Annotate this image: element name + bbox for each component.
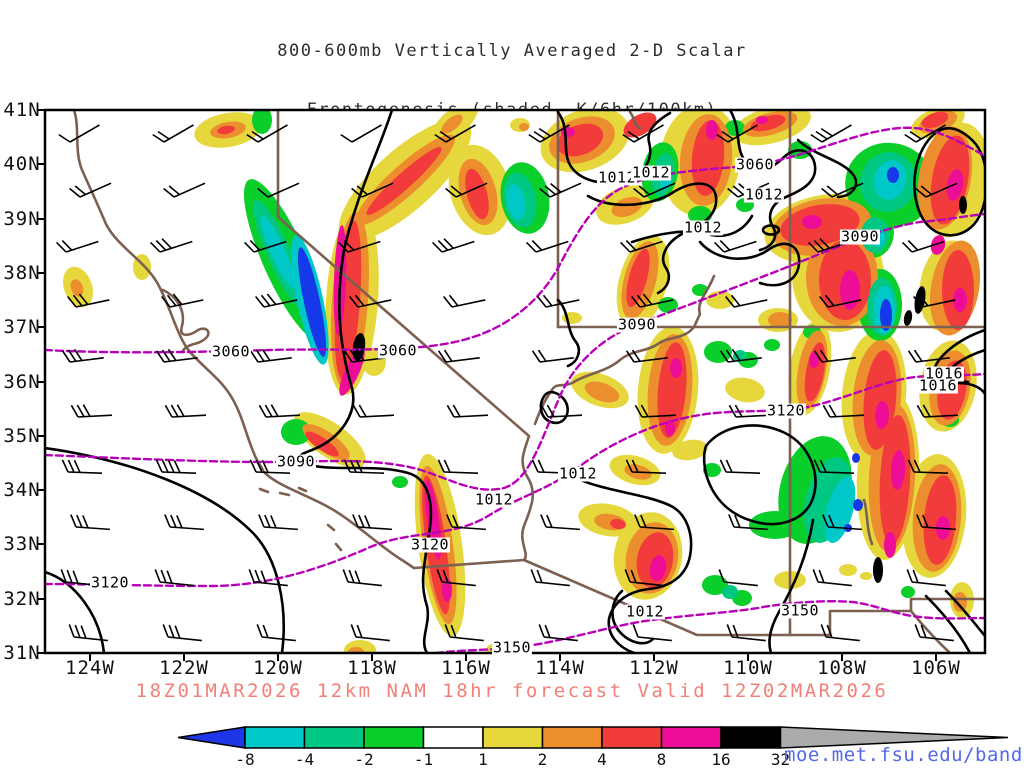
mslp-label-1012: 1012 [557, 464, 599, 483]
lat-label-36N: 36N [3, 371, 41, 393]
mslp-label-1012: 1012 [682, 218, 724, 237]
lon-label-112W: 112W [629, 657, 679, 679]
colorbar-segment-8 [720, 726, 782, 749]
mexico-border [412, 558, 985, 637]
mslp-label-1012: 1012 [630, 163, 672, 182]
colorbar-tick-4: 4 [597, 750, 607, 768]
colorbar-tick-2: 2 [537, 750, 548, 768]
height-label-3090: 3090 [839, 227, 881, 246]
colorbar-segment-4 [482, 726, 544, 749]
height-label-3060: 3060 [734, 155, 776, 174]
colorbar-tick-1: 1 [478, 750, 488, 768]
mslp-label-1012: 1012 [596, 168, 638, 187]
colorbar-right-arrow [779, 726, 1009, 749]
height-label-3120: 3120 [765, 401, 807, 420]
lat-label-34N: 34N [3, 479, 41, 501]
colorbar-segment-7 [660, 726, 722, 749]
ca-nv-border [276, 110, 535, 562]
height-label-3150: 3150 [779, 601, 821, 620]
colorbar-tick-32: 32 [770, 750, 791, 768]
lon-label-114W: 114W [535, 657, 585, 679]
colorbar-segment-1 [303, 726, 365, 749]
mslp-label-1016: 1016 [917, 376, 959, 395]
channel-islands [258, 486, 343, 552]
colorbar [177, 726, 1009, 749]
colorbar-tick--1: -1 [413, 750, 434, 768]
colorbar-tick-16: 16 [711, 750, 731, 768]
mslp-label-1012: 1012 [624, 602, 666, 621]
lon-label-124W: 124W [65, 657, 115, 679]
lat-label-37N: 37N [3, 316, 41, 338]
colorbar-segment-2 [363, 726, 425, 749]
lon-label-116W: 116W [441, 657, 491, 679]
lat-label-32N: 32N [3, 588, 41, 610]
sacramento-river [161, 288, 210, 354]
mslp-label-1012: 1012 [743, 185, 785, 204]
lat-label-35N: 35N [3, 425, 41, 447]
lon-label-120W: 120W [253, 657, 303, 679]
colorbar-segment-3 [422, 726, 484, 749]
mslp-label-1016: 1016 [923, 364, 965, 383]
lon-label-122W: 122W [159, 657, 209, 679]
colorbar-left-arrow [177, 726, 246, 749]
contour-3090 [45, 212, 985, 491]
lat-label-31N: 31N [3, 642, 41, 664]
watermark-link[interactable]: moe.met.fsu.edu/banding [784, 744, 1024, 766]
mslp-label-1012: 1012 [473, 490, 515, 509]
rio-grande [909, 609, 952, 653]
lon-label-106W: 106W [911, 657, 961, 679]
colorbar-tick-8: 8 [656, 750, 667, 768]
lat-label-39N: 39N [3, 208, 41, 230]
colorbar-segment-6 [601, 726, 663, 749]
forecast-valid-time: 18Z01MAR2026 12km NAM 18hr forecast Vali… [135, 680, 889, 702]
height-label-3120: 3120 [409, 535, 451, 554]
lat-label-33N: 33N [3, 533, 41, 555]
colorbar-tick--8: -8 [235, 750, 255, 768]
colorbar-tick--2: -2 [354, 750, 374, 768]
contour-3060 [45, 126, 985, 354]
lat-label-40N: 40N [3, 153, 41, 175]
height-label-3060: 3060 [210, 342, 252, 361]
colorbar-tick--4: -4 [294, 750, 315, 768]
height-label-3150: 3150 [491, 638, 533, 657]
gila-river [862, 498, 874, 546]
lat-label-38N: 38N [3, 262, 41, 284]
california-coastline [72, 110, 416, 570]
axis-ticks [37, 109, 937, 661]
height-label-3090: 3090 [616, 315, 658, 334]
great-salt-lake [628, 110, 642, 130]
lon-label-108W: 108W [817, 657, 867, 679]
colorado-river [533, 274, 716, 426]
height-label-3120: 3120 [89, 573, 131, 592]
height-label-3060: 3060 [377, 341, 419, 360]
title-line-1: 800-600mb Vertically Averaged 2-D Scalar [277, 41, 747, 61]
colorbar-segment-5 [541, 726, 603, 749]
wind-barbs [56, 124, 958, 642]
height-label-3090: 3090 [275, 452, 317, 471]
lon-label-110W: 110W [723, 657, 773, 679]
colorbar-segment-0 [244, 726, 306, 749]
lat-label-41N: 41N [3, 99, 41, 121]
lon-label-118W: 118W [347, 657, 397, 679]
state-borders [72, 110, 985, 653]
